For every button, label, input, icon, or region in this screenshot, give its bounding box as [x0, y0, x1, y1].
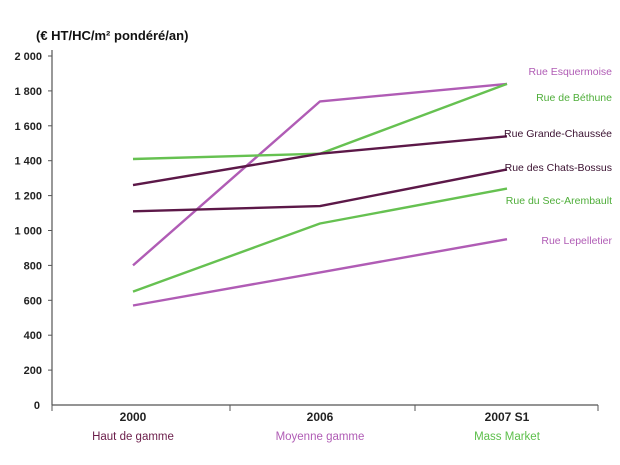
series-label: Rue de Béthune [536, 92, 612, 104]
category-sublabel: Mass Market [474, 431, 541, 443]
series-line [132, 168, 508, 213]
x-tick-label: 2007 S1 [485, 410, 530, 424]
x-tick-labels: 2000 Haut de gamme 2006 Moyenne gamme 2007 S… [92, 410, 541, 443]
y-tick-label: 1 800 [14, 86, 42, 98]
series-labels: Rue Esquermoise Rue de Béthune Rue Grande-… [504, 66, 612, 247]
series-line [132, 238, 508, 307]
series-lines [132, 82, 508, 307]
series-line [132, 187, 508, 293]
y-tick-label: 800 [24, 260, 42, 272]
y-tick-label: 600 [24, 295, 42, 307]
y-tick-label: 2 000 [14, 51, 42, 63]
y-tick-label: 400 [24, 330, 42, 342]
y-tick-label: 0 [34, 400, 40, 412]
unit-label: (€ HT/HC/m² pondéré/an) [36, 28, 188, 43]
y-tick-label: 200 [24, 365, 42, 377]
category-sublabel: Haut de gamme [92, 431, 174, 443]
series-line [132, 135, 508, 187]
series-label: Rue Esquermoise [529, 66, 613, 78]
category-sublabel: Moyenne gamme [276, 431, 365, 443]
x-tick-label: 2000 [120, 410, 147, 424]
series-label: Rue Lepelletier [541, 235, 612, 247]
series-label: Rue Grande-Chaussée [504, 128, 612, 140]
axes [48, 50, 599, 411]
y-tick-labels: 0 200 400 600 800 1 000 1 200 1 400 1 600 1 800 2 … [14, 51, 42, 412]
series-line [132, 82, 508, 161]
series-label: Rue des Chats-Bossus [505, 162, 612, 174]
y-tick-label: 1 400 [14, 156, 42, 168]
y-tick-label: 1 600 [14, 121, 42, 133]
series-label: Rue du Sec-Arembault [506, 195, 612, 207]
y-tick-label: 1 200 [14, 191, 42, 203]
x-tick-label: 2006 [307, 410, 334, 424]
y-tick-label: 1 000 [14, 226, 42, 238]
